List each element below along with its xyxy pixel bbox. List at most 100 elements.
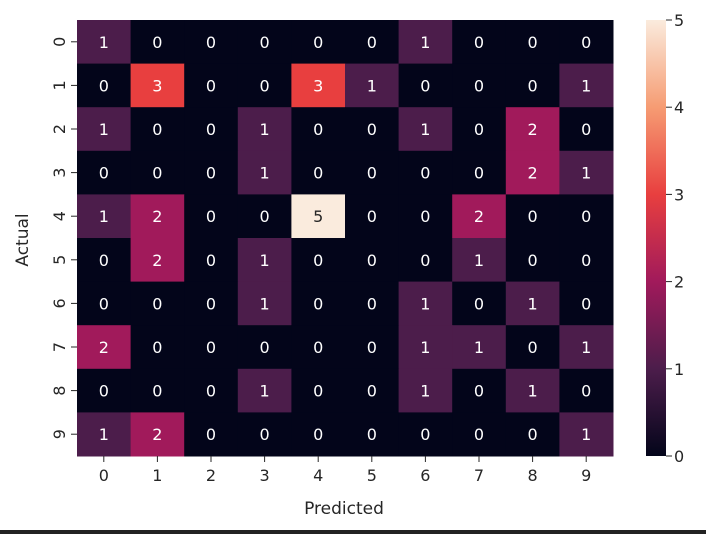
cell-annotation: 0 [528,33,538,52]
heatmap-cell [130,150,185,195]
x-tick-label: 0 [99,466,109,485]
cell-annotation: 1 [260,382,270,401]
heatmap-cell [505,281,560,326]
cell-annotation: 3 [313,76,323,95]
cell-annotation: 0 [206,76,216,95]
cell-annotation: 0 [206,164,216,183]
heatmap-cell [345,238,400,283]
heatmap-cell [345,107,400,152]
heatmap-cell [398,412,453,457]
cell-annotation: 0 [152,120,162,139]
heatmap-cell [291,281,346,326]
heatmap-cell [559,107,614,152]
heatmap-cell [505,412,560,457]
y-tick-label: 1 [50,80,69,90]
heatmap-cell [505,20,560,65]
y-tick-label: 5 [50,255,69,265]
cell-annotation: 0 [367,294,377,313]
cell-annotation: 0 [99,294,109,313]
cell-annotation: 0 [581,33,591,52]
x-tick-label: 4 [313,466,323,485]
heatmap-cell [237,107,292,152]
heatmap-cell [559,238,614,283]
heatmap-cell [345,325,400,370]
heatmap-cell [505,194,560,239]
heatmap-cell [345,368,400,413]
heatmap-cell [505,63,560,108]
cell-annotation: 0 [528,338,538,357]
heatmap-cell [77,194,132,239]
heatmap-cell [237,20,292,65]
cell-annotation: 0 [420,164,430,183]
cell-annotation: 1 [581,425,591,444]
heatmap-cell [345,412,400,457]
heatmap-cell [77,412,132,457]
heatmap-cell [184,325,239,370]
cell-annotation: 1 [367,76,377,95]
heatmap-cell [77,325,132,370]
heatmap-cell [452,238,507,283]
cell-annotation: 0 [581,251,591,270]
cell-annotation: 0 [313,338,323,357]
bottom-divider [0,530,706,534]
x-tick-label: 6 [420,466,430,485]
cell-annotation: 0 [420,425,430,444]
cell-annotation: 0 [260,338,270,357]
heatmap-cell [291,194,346,239]
heatmap-cell [452,368,507,413]
cell-annotation: 0 [474,382,484,401]
cell-annotation: 0 [99,251,109,270]
x-tick-label: 8 [528,466,538,485]
cell-annotation: 1 [420,294,430,313]
heatmap-cell [505,107,560,152]
heatmap-cell [398,150,453,195]
cell-annotation: 0 [206,251,216,270]
x-tick-label: 2 [206,466,216,485]
heatmap-cell [291,238,346,283]
x-tick-label: 9 [581,466,591,485]
heatmap-cell [345,281,400,326]
cell-annotation: 0 [313,120,323,139]
heatmap-cell [452,194,507,239]
heatmap-cell [77,150,132,195]
heatmap-cell [559,20,614,65]
cell-annotation: 0 [367,425,377,444]
heatmap-cell [559,194,614,239]
cell-annotation: 0 [420,251,430,270]
y-tick-label: 2 [50,124,69,134]
heatmap-cell [452,281,507,326]
cell-annotation: 0 [206,425,216,444]
colorbar-tick-label: 3 [674,185,684,204]
heatmap-cell [77,107,132,152]
x-tick-label: 3 [260,466,270,485]
cell-annotation: 2 [99,338,109,357]
heatmap-cell [559,150,614,195]
heatmap-cell [398,368,453,413]
heatmap-cell [559,63,614,108]
heatmap-cell [77,368,132,413]
cell-annotation: 1 [260,120,270,139]
cell-annotation: 2 [528,120,538,139]
cell-annotation: 0 [367,338,377,357]
x-axis-ticks: 0 1 2 3 4 5 6 7 8 9 [99,456,591,485]
heatmap-cell [398,194,453,239]
heatmap-cell [505,238,560,283]
y-axis-ticks: 0 1 2 3 4 5 6 7 8 9 [50,37,77,439]
heatmap-cell [77,20,132,65]
heatmap-cell [237,150,292,195]
cell-annotation: 3 [152,76,162,95]
heatmap-cell [130,107,185,152]
cell-annotation: 0 [313,251,323,270]
cell-annotation: 0 [260,76,270,95]
heatmap-cell [130,63,185,108]
heatmap-cell [130,281,185,326]
cell-annotation: 0 [367,382,377,401]
cell-annotation: 0 [99,76,109,95]
heatmap-cell [184,107,239,152]
heatmap-cell [559,412,614,457]
cell-annotation: 0 [206,294,216,313]
cell-annotation: 1 [474,338,484,357]
colorbar-ticks: 0 1 2 3 4 5 [666,11,684,466]
colorbar-tick-label: 4 [674,98,684,117]
cell-annotation: 0 [528,425,538,444]
